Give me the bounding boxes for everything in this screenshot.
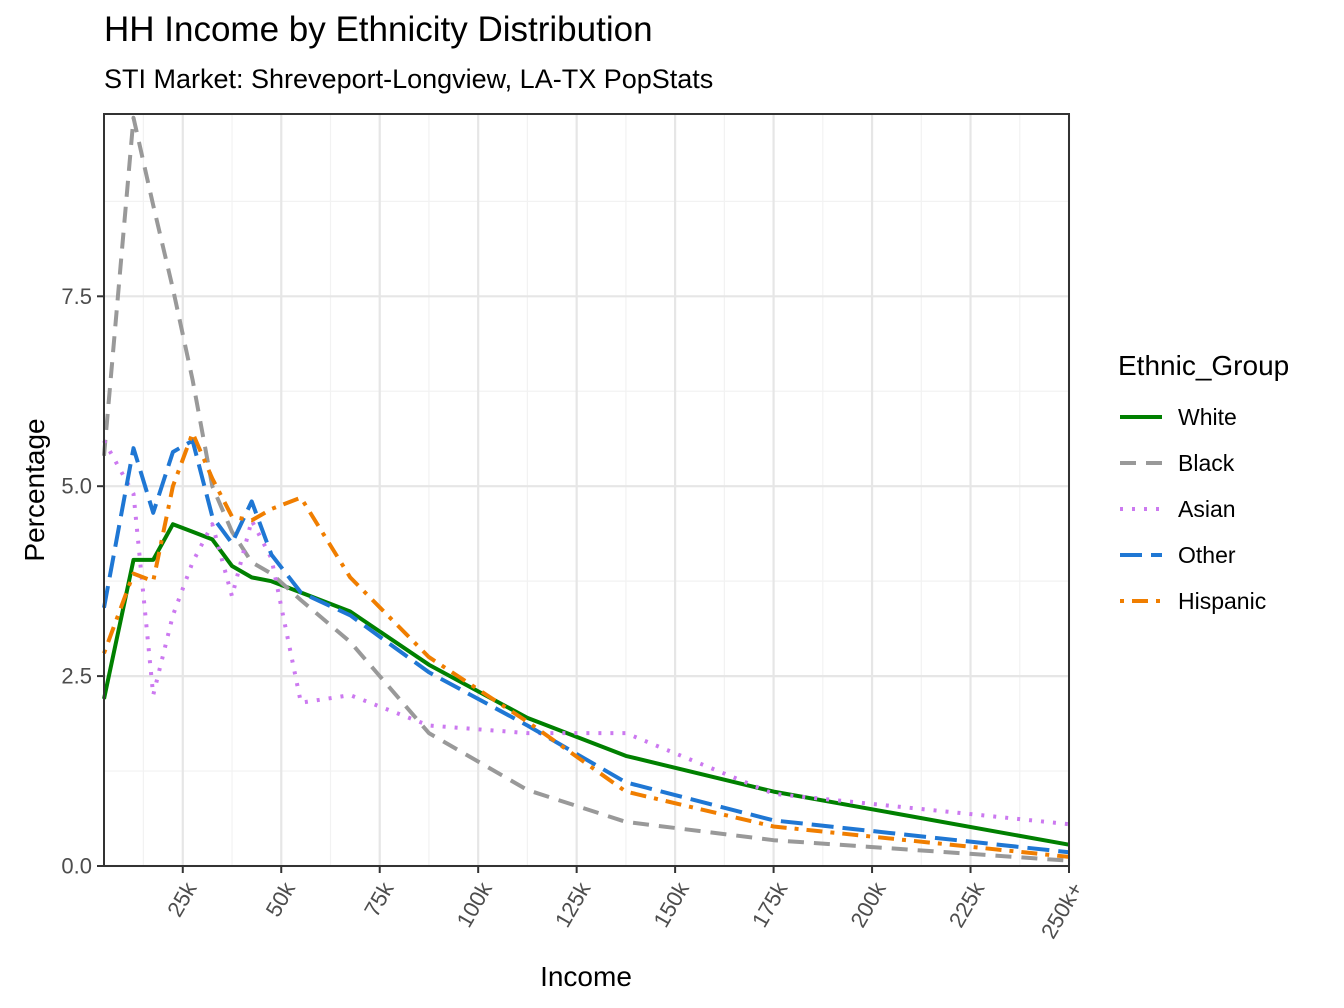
legend-label: White [1178, 403, 1237, 430]
x-tick-label: 250k+ [1036, 878, 1088, 943]
legend-key-other [1120, 553, 1162, 557]
x-tick-label: 200k [845, 877, 891, 932]
legend-key-hispanic [1120, 599, 1162, 603]
grid [104, 114, 1071, 868]
series-line-black [102, 115, 1070, 863]
legend-label: Hispanic [1178, 587, 1267, 614]
x-tick-label: 100k [451, 877, 497, 932]
plot-panel-border [103, 113, 1070, 867]
legend-label: Asian [1178, 495, 1236, 522]
series-line-asian [102, 439, 1070, 827]
legend-item-white: White [1118, 394, 1289, 440]
x-tick-label: 50k [261, 877, 301, 921]
legend-item-other: Other [1118, 532, 1289, 578]
legend: Ethnic_Group White Black Asian Other Hispani… [1118, 350, 1289, 624]
legend-label: Black [1178, 449, 1235, 476]
legend-key-black [1120, 461, 1162, 465]
series-line-other [102, 438, 1070, 855]
legend-key-white [1120, 415, 1162, 419]
y-axis-title: Percentage [19, 418, 50, 561]
legend-item-black: Black [1118, 440, 1289, 486]
x-tick-label: 225k [944, 877, 990, 932]
x-tick-label: 25k [162, 877, 202, 921]
x-tick-label: 75k [359, 877, 399, 921]
legend-items: White Black Asian Other Hispanic [1118, 394, 1289, 624]
x-tick-label: 175k [747, 877, 793, 932]
legend-key-asian [1120, 507, 1162, 511]
chart-title: HH Income by Ethnicity Distribution [104, 10, 653, 49]
x-tick-label: 150k [648, 877, 694, 932]
series-line-hispanic [102, 431, 1070, 859]
legend-title: Ethnic_Group [1118, 350, 1290, 381]
x-tick-label: 125k [550, 877, 596, 932]
legend-item-hispanic: Hispanic [1118, 578, 1289, 624]
series-lines [102, 115, 1070, 863]
chart-subtitle: STI Market: Shreveport-Longview, LA-TX P… [104, 64, 714, 94]
y-tick-label: 7.5 [61, 284, 92, 309]
legend-item-asian: Asian [1118, 486, 1289, 532]
series-line-white [102, 522, 1070, 847]
y-tick-label: 0.0 [61, 854, 92, 879]
y-tick-label: 2.5 [61, 664, 92, 689]
y-tick-label: 5.0 [61, 474, 92, 499]
x-axis-title: Income [540, 961, 632, 992]
axes: 25k 50k 75k 100k 125k 150k 175k 200k 225k 250k+ 0.… [61, 284, 1087, 943]
legend-label: Other [1178, 541, 1236, 568]
